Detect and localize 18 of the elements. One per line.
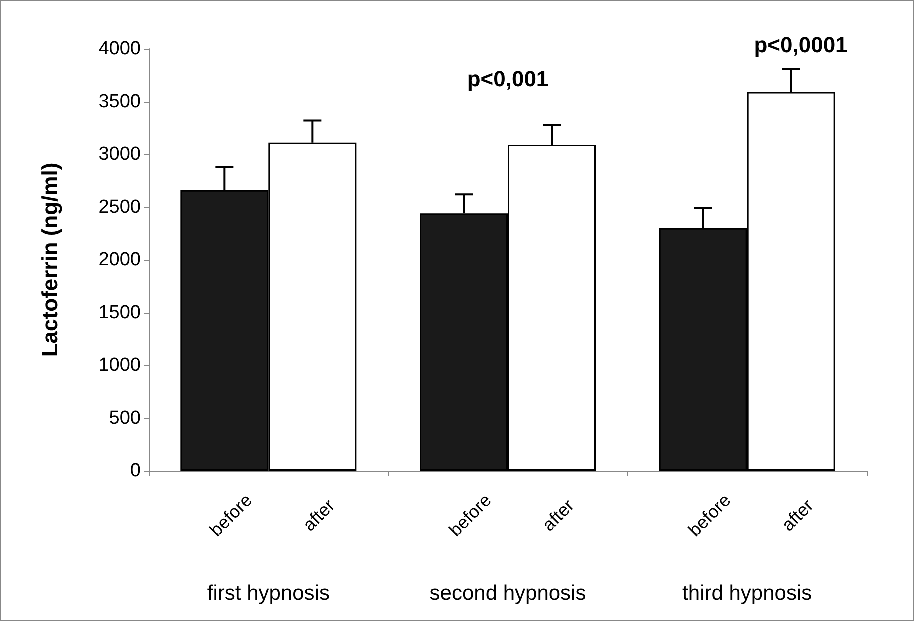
y-tick-label: 3500 [98,91,141,112]
annotation: p<0,001 [467,66,549,92]
x-tick-label: first hypnosis [207,582,330,605]
text: after [778,496,818,536]
y-axis-title: Lactoferrin (ng/ml) [38,162,62,358]
text: after [538,496,578,536]
y-tick-label: 500 [109,408,141,429]
y-tick-label: 2000 [98,250,141,270]
x-tick-label: third hypnosis [682,582,812,605]
y-tick-label: 0 [130,460,141,482]
annotation: p<0,0001 [754,32,848,58]
y-tick-label: 1500 [98,302,141,324]
y-tick-label: 1000 [98,355,141,376]
y-tick-label: 4000 [98,38,141,60]
y-tick-label: 3000 [98,144,141,165]
x-tick-label: second hypnosis [430,582,586,605]
y-tick-label: 2500 [98,196,141,218]
text: after [299,496,339,536]
